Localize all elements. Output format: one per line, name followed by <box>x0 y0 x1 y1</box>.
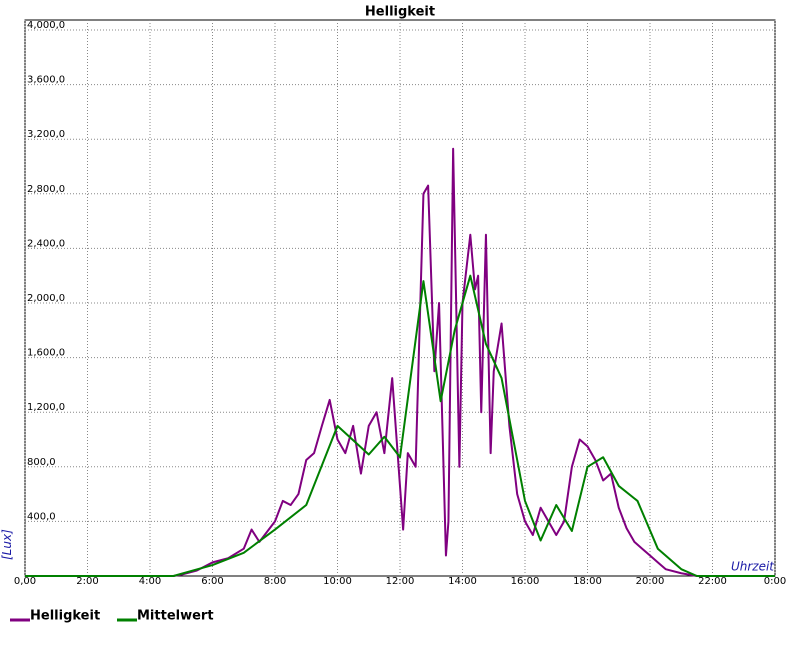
chart-title: Helligkeit <box>365 5 435 20</box>
y-tick-label: 4,000,0 <box>27 20 65 31</box>
x-tick-label: 8:00 <box>264 576 286 587</box>
x-tick-label: 6:00 <box>201 576 223 587</box>
y-tick-label: 1,600,0 <box>27 348 65 359</box>
series-line <box>25 147 775 577</box>
y-tick-label: 3,200,0 <box>27 129 65 140</box>
y-tick-label: 1,200,0 <box>27 402 65 413</box>
x-tick-label: 22:00 <box>698 576 727 587</box>
y-tick-label: 2,800,0 <box>27 184 65 195</box>
x-axis-label: Uhrzeit <box>731 560 775 574</box>
x-tick-label: 2:00 <box>76 576 98 587</box>
x-tick-label: 16:00 <box>511 576 540 587</box>
x-tick-label: 20:00 <box>636 576 665 587</box>
y-axis-label: [Lux] <box>0 529 14 560</box>
y-tick-label: 800,0 <box>27 457 56 468</box>
y-tick-label: 3,600,0 <box>27 75 65 86</box>
x-tick-label: 12:00 <box>386 576 415 587</box>
x-tick-label: 10:00 <box>323 576 352 587</box>
x-tick-label: 0,00 <box>14 576 36 587</box>
y-tick-label: 2,400,0 <box>27 238 65 249</box>
x-tick-label: 0:00 <box>764 576 786 587</box>
x-tick-label: 18:00 <box>573 576 602 587</box>
legend-label: Mittelwert <box>137 609 214 624</box>
y-tick-label: 2,000,0 <box>27 293 65 304</box>
x-tick-label: 14:00 <box>448 576 477 587</box>
x-tick-label: 4:00 <box>139 576 161 587</box>
legend-label: Helligkeit <box>30 609 100 624</box>
series-line <box>25 274 775 577</box>
y-tick-label: 400,0 <box>27 511 56 522</box>
